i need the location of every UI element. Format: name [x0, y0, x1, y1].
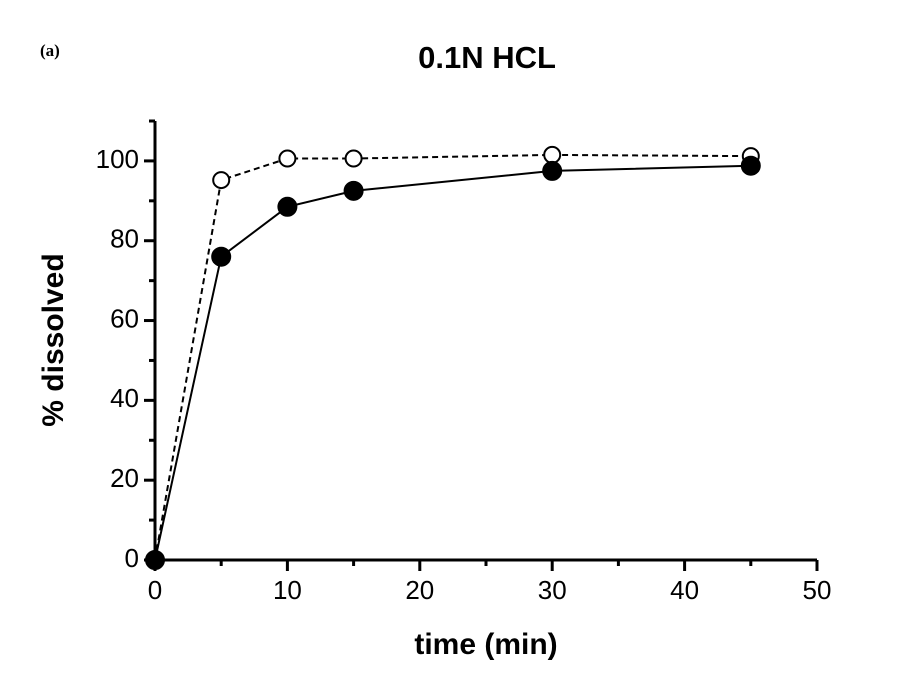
y-tick-label: 60 [110, 303, 139, 333]
data-point [277, 196, 298, 217]
y-tick-label: 20 [110, 463, 139, 493]
x-axis-label: time (min) [414, 628, 557, 661]
panel-label: (a) [40, 41, 60, 60]
y-tick-label: 80 [110, 224, 139, 254]
y-axis-label: % dissolved [37, 253, 70, 426]
chart-title: 0.1N HCL [418, 40, 556, 75]
data-point [211, 246, 232, 267]
y-tick-label: 0 [125, 543, 139, 573]
x-tick-label: 10 [273, 575, 302, 605]
y-tick-label: 40 [110, 383, 139, 413]
data-point [740, 155, 761, 176]
series-line [154, 164, 751, 561]
x-tick-label: 20 [405, 575, 434, 605]
data-point [212, 171, 231, 190]
x-tick-label: 50 [803, 575, 832, 605]
series-line [154, 153, 751, 561]
x-tick-label: 0 [148, 575, 162, 605]
x-tick-label: 40 [670, 575, 699, 605]
data-point [145, 550, 165, 570]
y-tick-label: 100 [96, 144, 139, 174]
data-point [278, 149, 297, 168]
data-point [343, 180, 364, 201]
data-point [344, 149, 363, 168]
data-point [543, 145, 562, 164]
data-point [542, 160, 563, 181]
x-tick-label: 30 [538, 575, 567, 605]
